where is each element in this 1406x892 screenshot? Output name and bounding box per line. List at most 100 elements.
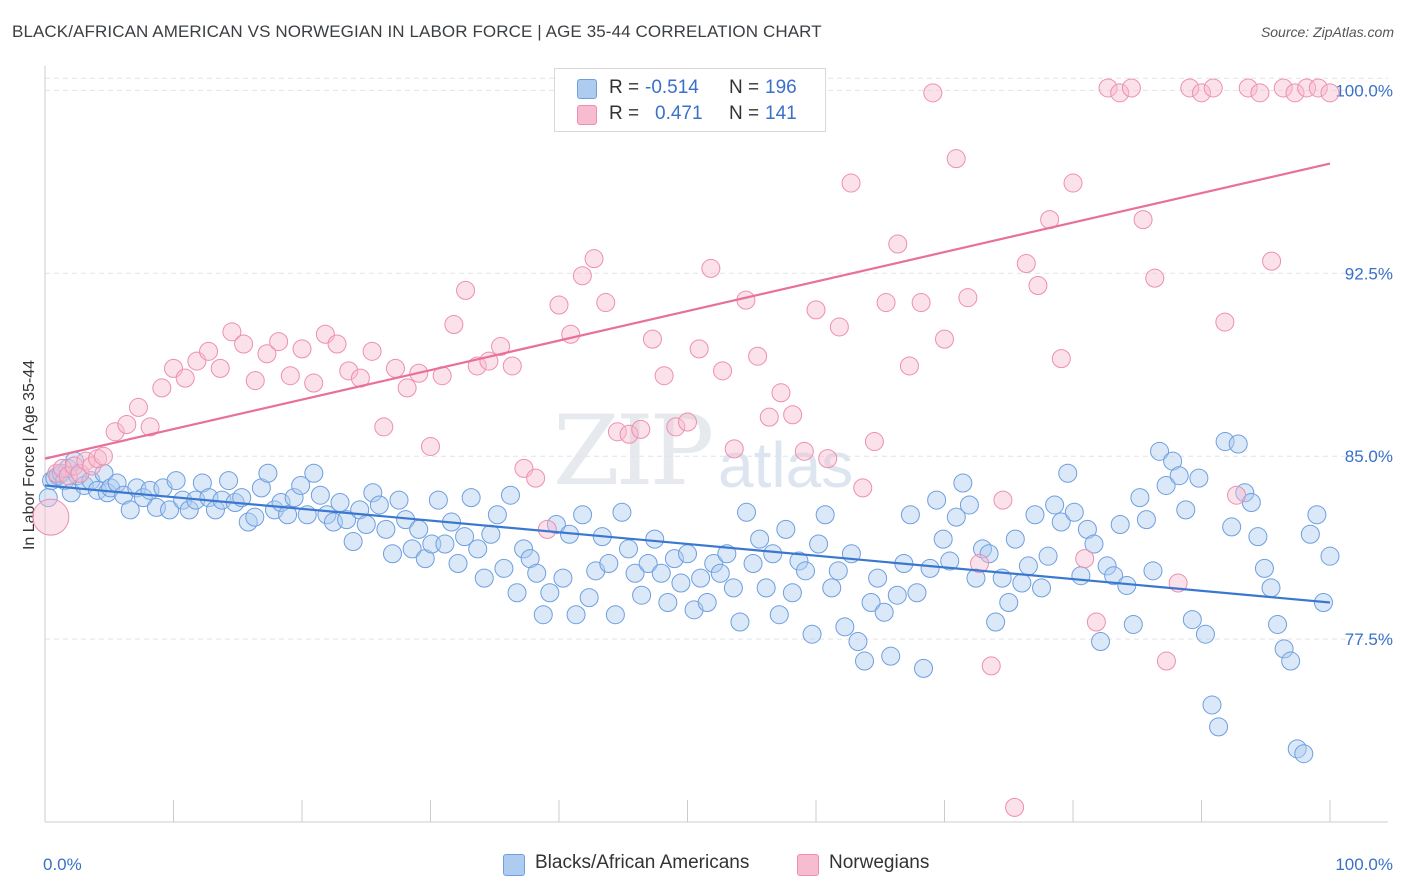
- point-norwegians: [1098, 78, 1118, 98]
- point-blacks: [1104, 566, 1124, 586]
- point-norwegians: [1133, 210, 1153, 230]
- y-axis-label: In Labor Force | Age 35-44: [21, 360, 38, 550]
- point-norwegians: [981, 656, 1001, 676]
- point-blacks: [1156, 475, 1176, 495]
- point-blacks: [422, 534, 442, 554]
- point-blacks: [868, 568, 888, 588]
- bottom-legend-swatch-blue: [503, 854, 525, 876]
- point-blacks: [376, 519, 396, 539]
- point-norwegians: [1075, 549, 1095, 569]
- point-blacks: [743, 553, 763, 573]
- point-norwegians: [1016, 254, 1036, 274]
- point-norwegians: [748, 346, 768, 366]
- point-norwegians: [888, 234, 908, 254]
- point-blacks: [278, 505, 298, 525]
- point-blacks: [487, 505, 507, 525]
- point-norwegians: [128, 397, 148, 417]
- point-norwegians: [491, 336, 511, 356]
- point-blacks: [1005, 529, 1025, 549]
- point-blacks: [618, 539, 638, 559]
- point-blacks: [1045, 495, 1065, 515]
- point-blacks: [566, 605, 586, 625]
- point-norwegians: [923, 83, 943, 103]
- point-norwegians: [1051, 349, 1071, 369]
- point-blacks: [573, 505, 593, 525]
- point-norwegians: [456, 280, 476, 300]
- point-norwegians: [607, 422, 627, 442]
- legend-n-value: 141: [765, 103, 797, 124]
- point-blacks: [1182, 610, 1202, 630]
- point-blacks: [369, 495, 389, 515]
- legend-n-label: N =: [729, 77, 760, 98]
- point-blacks: [435, 534, 455, 554]
- point-blacks: [363, 483, 383, 503]
- point-norwegians: [93, 446, 113, 466]
- point-blacks: [861, 593, 881, 613]
- point-blacks: [343, 532, 363, 552]
- point-blacks: [959, 495, 979, 515]
- point-norwegians: [1005, 797, 1025, 817]
- point-blacks: [789, 551, 809, 571]
- point-blacks: [284, 488, 304, 508]
- point-blacks: [310, 485, 330, 505]
- point-blacks: [238, 512, 258, 532]
- point-norwegians: [374, 417, 394, 437]
- point-norwegians: [771, 383, 791, 403]
- point-blacks: [245, 507, 265, 527]
- chart-title: BLACK/AFRICAN AMERICAN VS NORWEGIAN IN L…: [12, 22, 822, 41]
- point-norwegians: [864, 432, 884, 452]
- point-norwegians: [199, 341, 219, 361]
- point-blacks: [907, 583, 927, 603]
- point-blacks: [763, 544, 783, 564]
- point-blacks: [1274, 639, 1294, 659]
- point-blacks: [632, 585, 652, 605]
- point-norwegians: [724, 439, 744, 459]
- point-blacks: [887, 585, 907, 605]
- point-norwegians: [210, 358, 230, 378]
- bottom-legend-label: Blacks/African Americans: [535, 852, 750, 873]
- point-blacks: [1038, 546, 1058, 566]
- point-norwegians: [654, 366, 674, 386]
- point-norwegians: [175, 368, 195, 388]
- point-blacks: [1189, 468, 1209, 488]
- point-blacks: [428, 490, 448, 510]
- point-blacks: [500, 485, 520, 505]
- legend-n-value: 196: [765, 77, 797, 98]
- point-blacks: [769, 605, 789, 625]
- point-blacks: [1110, 514, 1130, 534]
- point-norwegians: [911, 293, 931, 313]
- point-norwegians: [1250, 83, 1270, 103]
- point-norwegians: [70, 463, 90, 483]
- point-norwegians: [526, 468, 546, 488]
- point-norwegians: [280, 366, 300, 386]
- point-blacks: [933, 529, 953, 549]
- point-norwegians: [572, 266, 592, 286]
- point-blacks: [533, 605, 553, 625]
- point-norwegians: [152, 378, 172, 398]
- point-blacks: [835, 617, 855, 637]
- point-blacks: [1143, 561, 1163, 581]
- point-norwegians: [304, 373, 324, 393]
- point-norwegians: [1320, 83, 1340, 103]
- point-blacks: [1222, 517, 1242, 537]
- point-blacks: [527, 563, 547, 583]
- point-blacks: [815, 505, 835, 525]
- point-blacks: [828, 561, 848, 581]
- point-norwegians: [292, 339, 312, 359]
- point-blacks: [809, 534, 829, 554]
- point-norwegians: [596, 293, 616, 313]
- point-blacks: [1123, 614, 1143, 634]
- point-norwegians: [140, 417, 160, 437]
- point-norwegians: [502, 356, 522, 376]
- point-norwegians: [946, 149, 966, 169]
- point-blacks: [553, 568, 573, 588]
- point-norwegians: [1110, 83, 1130, 103]
- point-blacks: [1254, 558, 1274, 578]
- point-norwegians: [713, 361, 733, 381]
- point-blacks: [1130, 488, 1150, 508]
- point-blacks: [881, 646, 901, 666]
- point-norwegians: [1192, 83, 1211, 103]
- legend-n-label: N =: [729, 103, 760, 124]
- point-blacks: [291, 475, 311, 495]
- source-credit: Source: ZipAtlas.com: [1260, 24, 1394, 40]
